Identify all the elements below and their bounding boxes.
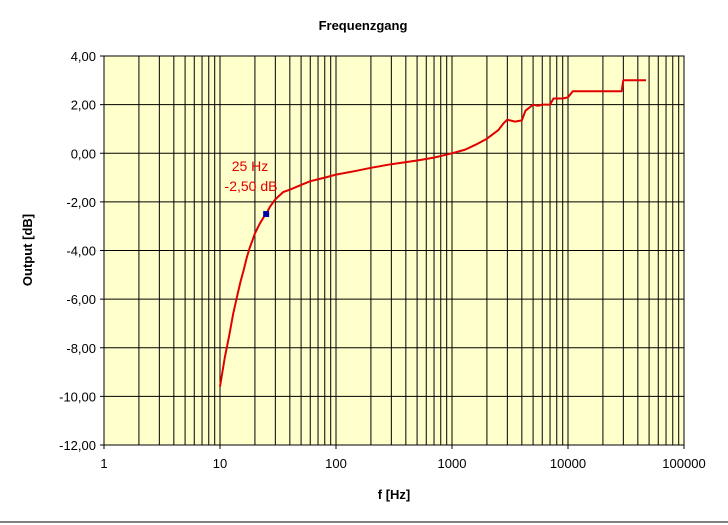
annotation-frequency: 25 Hz: [232, 158, 269, 174]
x-tick-label: 100000: [662, 456, 705, 471]
y-tick-label: -2,00: [66, 195, 96, 210]
chart-title: Frequenzgang: [319, 18, 408, 33]
x-axis-ticks: 1 10 100 1000 10000 100000: [100, 445, 706, 471]
x-tick-label: 100: [325, 456, 347, 471]
y-tick-label: -6,00: [66, 292, 96, 307]
marker-point: [263, 211, 270, 218]
x-tick-label: 1: [100, 456, 107, 471]
annotation-gain: -2,50 dB: [225, 178, 278, 194]
gridlines: [104, 56, 684, 445]
y-tick-label: -10,00: [59, 389, 96, 404]
series-layer: [219, 79, 646, 387]
x-axis-label: f [Hz]: [378, 487, 411, 502]
y-tick-label: 0,00: [71, 146, 96, 161]
y-tick-label: -8,00: [66, 341, 96, 356]
y-tick-label: -12,00: [59, 438, 96, 453]
y-axis-ticks: 4,00 2,00 0,00 -2,00 -4,00 -6,00 -8,00 -10,00 -1…: [59, 49, 104, 453]
y-tick-label: -4,00: [66, 244, 96, 259]
y-tick-label: 2,00: [71, 98, 96, 113]
y-tick-label: 4,00: [71, 49, 96, 64]
x-tick-label: 10: [213, 456, 227, 471]
series-line: [219, 79, 646, 387]
x-tick-label: 1000: [438, 456, 467, 471]
y-axis-label: Output [dB]: [20, 214, 35, 286]
x-tick-label: 10000: [550, 456, 586, 471]
